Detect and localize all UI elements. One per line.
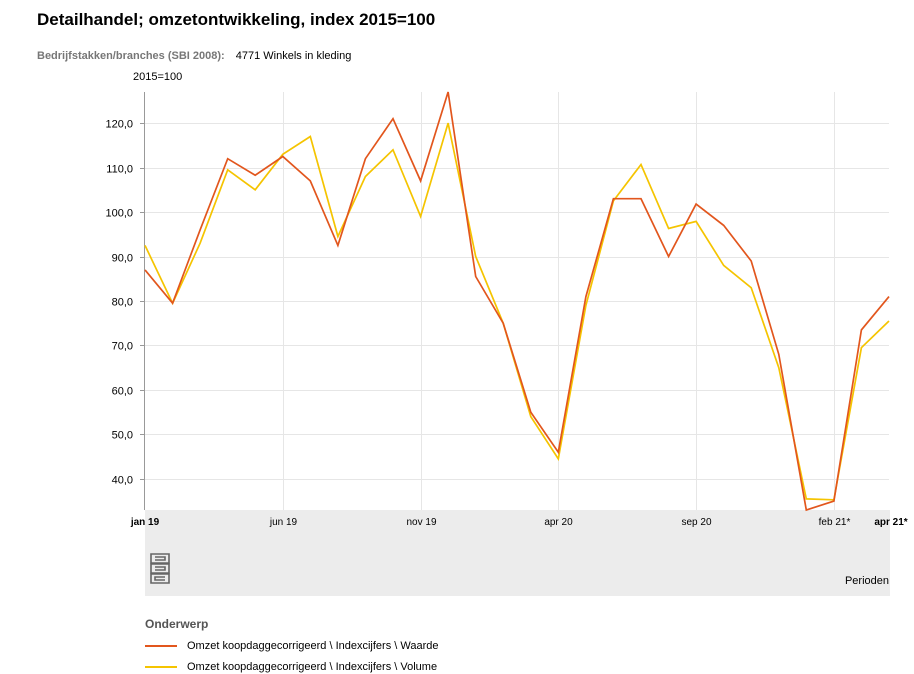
legend-label-waarde: Omzet koopdaggecorrigeerd \ Indexcijfers… bbox=[187, 640, 439, 652]
y-tick-label: 110,0 bbox=[106, 164, 133, 176]
x-tick-label: feb 21* bbox=[819, 517, 851, 528]
x-axis-band bbox=[145, 510, 890, 596]
y-tick-label: 60,0 bbox=[112, 386, 133, 398]
y-tick-label: 70,0 bbox=[112, 341, 133, 353]
y-tick-label: 100,0 bbox=[105, 208, 133, 220]
legend-swatch-volume bbox=[145, 666, 177, 668]
series bbox=[144, 91, 890, 512]
y-tick-label: 90,0 bbox=[112, 253, 133, 265]
legend-item-volume[interactable]: Omzet koopdaggecorrigeerd \ Indexcijfers… bbox=[145, 661, 437, 673]
series-line-volume[interactable] bbox=[144, 122, 890, 501]
x-tick-label: apr 21* bbox=[874, 517, 907, 528]
y-tick-label: 50,0 bbox=[112, 430, 133, 442]
cbs-logo-icon bbox=[150, 553, 170, 584]
legend-label-volume: Omzet koopdaggecorrigeerd \ Indexcijfers… bbox=[187, 661, 438, 673]
legend-item-waarde[interactable]: Omzet koopdaggecorrigeerd \ Indexcijfers… bbox=[145, 640, 439, 652]
periods-axis-label: Perioden bbox=[844, 575, 889, 587]
series-line-waarde[interactable] bbox=[144, 91, 890, 512]
page-title: Detailhandel; omzetontwikkeling, index 2… bbox=[37, 10, 436, 29]
filter-row: Bedrijfstakken/branches (SBI 2008): 4771… bbox=[37, 50, 351, 62]
x-tick-label: nov 19 bbox=[406, 517, 436, 528]
grid bbox=[140, 92, 889, 510]
x-tick-label: sep 20 bbox=[681, 517, 711, 528]
filter-label: Bedrijfstakken/branches (SBI 2008): bbox=[37, 50, 225, 62]
x-tick-label: jun 19 bbox=[269, 517, 298, 528]
y-tick-label: 40,0 bbox=[112, 475, 133, 487]
y-tick-label: 120,0 bbox=[105, 119, 133, 131]
x-tick-label: apr 20 bbox=[544, 517, 573, 528]
y-tick-label: 80,0 bbox=[112, 297, 133, 309]
y-tick-labels: 40,0 50,0 60,0 70,0 80,0 90,0 100,0 110,0 120,0 bbox=[105, 119, 133, 487]
legend-swatch-waarde bbox=[145, 645, 177, 647]
y-axis-unit-label: 2015=100 bbox=[133, 71, 183, 83]
legend-title: Onderwerp bbox=[145, 617, 209, 631]
x-tick-labels: jan 19 jun 19 nov 19 apr 20 sep 20 feb 21* apr… bbox=[130, 517, 908, 528]
x-tick-label: jan 19 bbox=[130, 517, 160, 528]
filter-value[interactable]: 4771 Winkels in kleding bbox=[235, 50, 352, 62]
